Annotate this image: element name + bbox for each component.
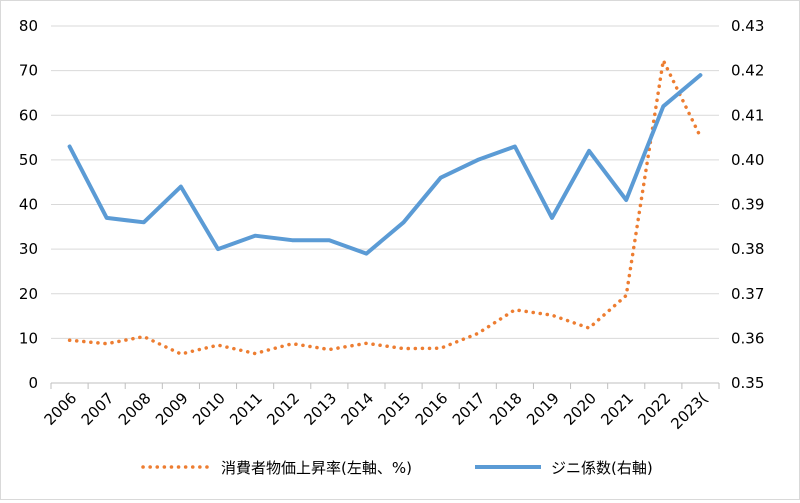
x-axis-tick-label: 2021 — [597, 389, 637, 429]
gini-series-line — [67, 73, 703, 256]
x-axis-tick-label: 2019 — [523, 389, 563, 429]
left-axis-tick-label: 40 — [19, 196, 38, 214]
right-axis-tick-label: 0.38 — [731, 240, 764, 258]
left-axis-tick-label: 60 — [19, 106, 38, 124]
x-axis-tick-label: 2008 — [115, 389, 155, 429]
left-axis-tick-label: 30 — [19, 240, 38, 258]
left-axis-tick-label: 50 — [19, 151, 38, 169]
right-axis-tick-label: 0.41 — [731, 106, 764, 124]
x-axis-tick-label: 2014 — [338, 389, 378, 429]
x-axis-tick-label: 2023( — [667, 389, 711, 433]
cpi-series-line — [67, 58, 703, 356]
right-axis-tick-label: 0.37 — [731, 285, 764, 303]
right-axis-tick-label: 0.40 — [731, 151, 764, 169]
left-axis-tick-label: 0 — [28, 374, 38, 392]
left-axis-tick-label: 70 — [19, 62, 38, 80]
left-axis-tick-label: 10 — [19, 329, 38, 347]
x-axis-tick-label: 2012 — [263, 389, 303, 429]
right-axis-tick-label: 0.35 — [731, 374, 764, 392]
left-axis-tick-label: 20 — [19, 285, 38, 303]
x-axis-tick-label: 2018 — [486, 389, 526, 429]
left-axis-tick-label: 80 — [19, 17, 38, 35]
legend-label: ジニ係数(右軸) — [551, 459, 653, 477]
x-axis-tick-label: 2007 — [78, 389, 118, 429]
right-axis-tick-label: 0.36 — [731, 329, 764, 347]
x-axis-tick-label: 2006 — [41, 389, 81, 429]
right-axis-tick-label: 0.39 — [731, 196, 764, 214]
x-axis-tick-label: 2009 — [152, 389, 192, 429]
x-axis-tick-label: 2022 — [634, 389, 674, 429]
x-axis-tick-label: 2013 — [300, 389, 340, 429]
right-axis-tick-label: 0.43 — [731, 17, 764, 35]
right-axis-tick-label: 0.42 — [731, 62, 764, 80]
x-axis-tick-label: 2015 — [375, 389, 415, 429]
x-axis-tick-label: 2010 — [189, 389, 229, 429]
x-axis-tick-label: 2020 — [560, 389, 600, 429]
legend-label: 消費者物価上昇率(左軸、%) — [221, 459, 412, 477]
x-axis-tick-label: 2017 — [449, 389, 489, 429]
x-axis-tick-label: 2011 — [226, 389, 266, 429]
x-axis-tick-label: 2016 — [412, 389, 452, 429]
